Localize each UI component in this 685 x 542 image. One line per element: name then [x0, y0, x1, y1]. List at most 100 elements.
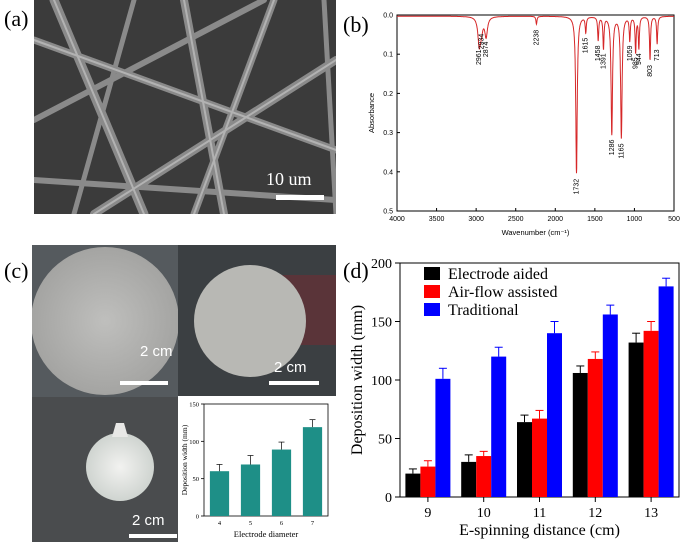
- ftir-peak-label: 1615: [583, 38, 590, 54]
- inset-bar: [271, 449, 292, 516]
- ftir-x-tick-label: 1000: [627, 216, 643, 223]
- sem-scale-bar: [276, 195, 324, 200]
- grouped-x-axis-label: E-spinning distance (cm): [459, 522, 620, 539]
- legend-label: Electrode aided: [448, 266, 548, 283]
- grouped-bar: [587, 358, 603, 497]
- ftir-x-tick-label: 500: [668, 216, 680, 223]
- grouped-bar: [602, 314, 618, 497]
- ftir-y-tick-label: 0.5: [383, 209, 393, 216]
- grouped-x-tick-label: 12: [588, 506, 602, 521]
- inset-bar: [302, 427, 323, 516]
- ftir-x-tick-label: 2500: [508, 216, 524, 223]
- inset-bar: [209, 471, 230, 516]
- grouped-y-axis-label: Deposition width (mm): [349, 305, 366, 455]
- deposition-disc-3: [86, 433, 154, 501]
- ftir-y-tick-label: 0.4: [383, 169, 393, 176]
- inset-x-axis-label: Electrode diameter: [234, 529, 299, 539]
- grouped-y-tick-label: 0: [385, 491, 392, 506]
- ftir-peak-label: 803: [647, 65, 654, 77]
- inset-x-tick-label: 6: [280, 520, 284, 527]
- deposition-disc-1: [32, 247, 179, 395]
- grouped-bar: [476, 456, 492, 497]
- inset-bar: [240, 464, 261, 516]
- grouped-x-tick-label: 10: [477, 506, 491, 521]
- inset-y-tick-label: 150: [189, 402, 199, 409]
- inset-x-tick-label: 5: [249, 520, 252, 527]
- ftir-peak-label: 2961: [476, 49, 483, 65]
- panel-label-a: (a): [4, 6, 29, 31]
- photo-scale-bar-1: [120, 381, 168, 385]
- ftir-x-tick-label: 3000: [468, 216, 484, 223]
- grouped-bar: [517, 422, 532, 497]
- ftir-plot-frame: [396, 14, 675, 212]
- inset-y-tick-label: 50: [193, 476, 200, 483]
- inset-y-tick-label: 0: [196, 514, 199, 521]
- grouped-x-tick-label: 9: [424, 506, 431, 521]
- ftir-spectrum-line: [397, 15, 675, 174]
- grouped-bar: [420, 466, 436, 497]
- grouped-x-tick-label: 11: [533, 506, 546, 521]
- grouped-bar: [643, 330, 659, 497]
- inset-x-tick-label: 7: [311, 520, 315, 527]
- panel-label-c: (c): [4, 258, 29, 283]
- grouped-bar: [491, 356, 507, 497]
- legend-swatch: [424, 285, 440, 298]
- grouped-bar: [628, 342, 644, 497]
- ftir-x-tick-label: 2000: [547, 216, 563, 223]
- ftir-peak-label: 1286: [609, 139, 616, 155]
- ftir-peak-label: 1165: [618, 143, 625, 158]
- ftir-peak-label: 944: [636, 53, 643, 65]
- photo-scale-bar-3: [129, 534, 177, 538]
- legend-swatch: [424, 267, 440, 280]
- inset-plot-frame: [203, 403, 329, 517]
- legend-swatch: [424, 303, 440, 316]
- photo-scale-label-3: 2 cm: [132, 512, 165, 529]
- ftir-peak-label: 985: [633, 57, 640, 69]
- grouped-bar: [435, 378, 451, 497]
- ftir-peak-label: 1732: [573, 179, 580, 195]
- ftir-y-tick-label: 0.1: [383, 52, 393, 59]
- ftir-peak-label: 2238: [533, 30, 540, 46]
- legend-label: Traditional: [448, 302, 519, 319]
- ftir-y-tick-label: 0.2: [383, 91, 393, 98]
- grouped-bar: [405, 473, 421, 497]
- ftir-y-axis-label: Absorbance: [367, 93, 376, 133]
- ftir-peak-label: 1391: [600, 53, 607, 69]
- grouped-bar: [658, 286, 674, 497]
- deposition-disc-2: [194, 265, 306, 377]
- grouped-bar: [572, 372, 588, 497]
- ftir-peak-label: 1059: [627, 45, 634, 61]
- grouped-y-tick-label: 50: [378, 433, 392, 448]
- inset-x-tick-label: 4: [218, 520, 222, 527]
- ftir-peak-label: 713: [654, 49, 661, 61]
- ftir-y-tick-label: 0.3: [383, 130, 393, 137]
- grouped-x-tick-label: 13: [644, 506, 658, 521]
- grouped-bar: [547, 333, 562, 497]
- grouped-bar: [532, 418, 547, 497]
- inset-y-tick-label: 100: [189, 439, 199, 446]
- panel-label-d: (d): [343, 258, 369, 283]
- ftir-x-tick-label: 1500: [587, 216, 603, 223]
- inset-y-axis-label: Deposition width (mm): [180, 424, 189, 495]
- ftir-chart: 4000 3500 3000 2500 2000 1500 1000 500 0.0 0.1 0.2…: [367, 13, 680, 238]
- ftir-x-tick-label: 3500: [429, 216, 445, 223]
- photo-scale-label-1: 2 cm: [140, 343, 173, 360]
- grouped-bar: [461, 461, 477, 497]
- photo-scale-label-2: 2 cm: [274, 359, 307, 376]
- sem-scale-label: 10 um: [266, 169, 312, 189]
- photo-scale-bar-2: [269, 381, 319, 385]
- ftir-peak-label: 2934: [478, 34, 485, 50]
- ftir-y-tick-label: 0.0: [383, 13, 393, 20]
- legend-label: Air-flow assisted: [448, 284, 557, 301]
- grouped-y-tick-label: 100: [371, 374, 392, 389]
- deposition-width-chart: 0 50 100 150 200 9 10 11 12 13 E-spinning distance…: [349, 257, 680, 539]
- ftir-x-axis-label: Wavenumber (cm⁻¹): [502, 228, 570, 237]
- electrode-diameter-chart: 0 50 100 150 4 5 6 7 Electrode diameter Depositio…: [178, 396, 336, 542]
- sem-image: 10 um: [34, 0, 336, 214]
- grouped-y-tick-label: 150: [371, 316, 392, 331]
- ftir-x-tick-label: 4000: [389, 216, 405, 223]
- ftir-peak-label: 1458: [595, 45, 602, 61]
- grouped-y-tick-label: 200: [371, 257, 392, 272]
- photo-grid: 2 cm 2 cm 2 cm: [32, 245, 336, 542]
- ftir-peak-label: 2874: [483, 41, 490, 57]
